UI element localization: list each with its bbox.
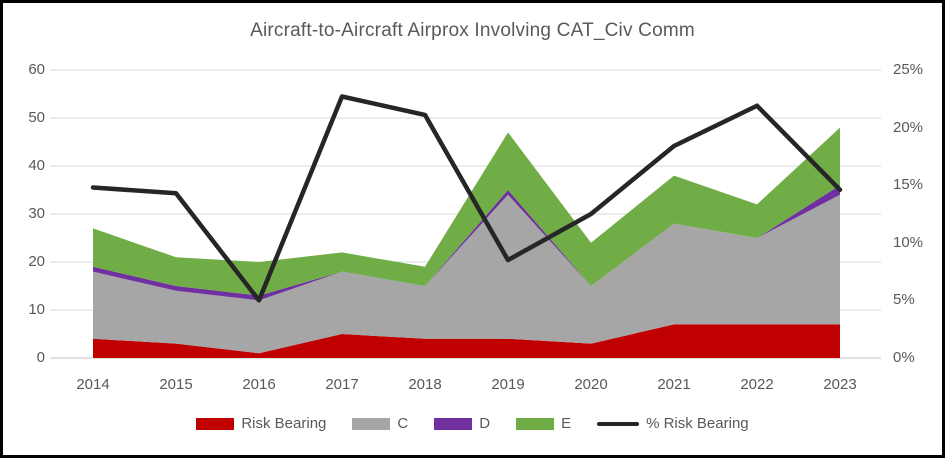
y-left-tick-label: 40 xyxy=(28,157,45,174)
x-tick-label: 2016 xyxy=(242,376,276,393)
legend-item-e: E xyxy=(516,415,571,432)
y-right-tick-label: 15% xyxy=(893,176,924,194)
chart-plot-area xyxy=(50,69,881,359)
y-left-tick-label: 60 xyxy=(28,61,45,78)
area-series-c xyxy=(93,194,840,354)
chart-legend: Risk Bearing C D E % Risk Bearing xyxy=(3,415,942,432)
legend-color-swatch-icon xyxy=(196,417,235,430)
y-left-tick-label: 0 xyxy=(36,349,45,366)
y-right-tick-label: 5% xyxy=(893,291,915,309)
legend-color-swatch-icon xyxy=(434,417,473,430)
legend-item-c: C xyxy=(352,415,408,432)
x-tick-label: 2022 xyxy=(740,376,774,393)
area-series-e xyxy=(93,127,840,296)
y-right-tick-label: 20% xyxy=(893,118,924,136)
legend-item-d: D xyxy=(434,415,490,432)
legend-item--risk-bearing: % Risk Bearing xyxy=(597,415,749,432)
legend-label: C xyxy=(397,415,409,432)
x-tick-label: 2017 xyxy=(325,376,359,393)
pct-risk-bearing-line xyxy=(90,94,843,303)
y-right-tick-label: 10% xyxy=(893,233,924,251)
y-left-tick-label: 30 xyxy=(28,205,45,222)
legend-color-swatch-icon xyxy=(516,417,555,430)
x-tick-label: 2021 xyxy=(657,376,691,393)
y-left-tick-label: 20 xyxy=(28,253,45,270)
legend-line-swatch-icon xyxy=(597,421,640,426)
legend-label: % Risk Bearing xyxy=(646,415,749,432)
y-right-tick-label: 0% xyxy=(893,349,915,366)
y-left-tick-label: 10 xyxy=(28,301,45,318)
legend-color-swatch-icon xyxy=(352,417,391,430)
legend-label: E xyxy=(561,415,572,432)
x-tick-label: 2014 xyxy=(76,376,110,393)
legend-label: Risk Bearing xyxy=(241,415,327,432)
x-tick-label: 2018 xyxy=(408,376,442,393)
legend-item-risk-bearing: Risk Bearing xyxy=(196,415,326,432)
x-tick-label: 2015 xyxy=(159,376,193,393)
y-left-tick-label: 50 xyxy=(28,109,45,126)
x-tick-label: 2020 xyxy=(574,376,608,393)
x-tick-label: 2019 xyxy=(491,376,525,393)
y-right-tick-label: 25% xyxy=(893,61,924,78)
legend-label: D xyxy=(479,415,491,432)
x-tick-label: 2023 xyxy=(823,376,857,393)
area-series-risk-bearing xyxy=(93,324,840,358)
